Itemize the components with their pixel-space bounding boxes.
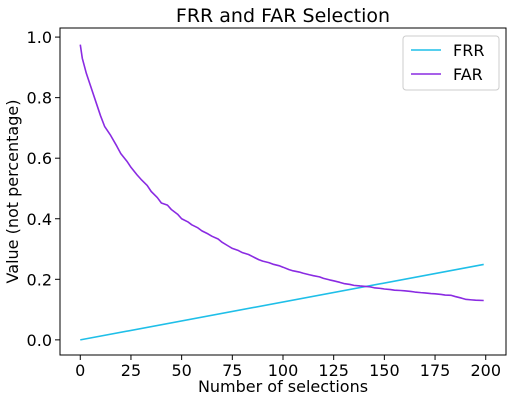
x-axis: 0 25 50 75 100 125 150 175 200 <box>75 355 501 380</box>
x-tick-label: 150 <box>369 361 400 380</box>
x-tick-label: 50 <box>171 361 191 380</box>
y-tick-label: 0.6 <box>27 149 52 168</box>
series-line-far <box>79 44 484 302</box>
x-tick-label: 200 <box>470 361 501 380</box>
x-tick-label: 125 <box>318 361 349 380</box>
legend-box <box>402 35 500 91</box>
x-tick-label: 175 <box>420 361 451 380</box>
legend: FRR FAR <box>402 35 500 91</box>
legend-label-far: FAR <box>453 65 483 84</box>
y-axis-label: Value (not percentage) <box>3 100 22 284</box>
y-tick-label: 0.0 <box>27 331 52 350</box>
y-tick-label: 0.8 <box>27 89 52 108</box>
legend-label-frr: FRR <box>453 41 484 60</box>
x-tick-label: 25 <box>121 361 141 380</box>
series-line-frr <box>80 263 484 341</box>
y-tick-label: 0.4 <box>27 210 52 229</box>
chart-title: FRR and FAR Selection <box>176 5 390 27</box>
y-tick-label: 0.2 <box>27 270 52 289</box>
series-layer <box>79 44 484 341</box>
x-tick-label: 0 <box>75 361 85 380</box>
x-tick-label: 75 <box>222 361 242 380</box>
x-tick-label: 100 <box>268 361 299 380</box>
x-axis-label: Number of selections <box>198 377 368 396</box>
y-tick-label: 1.0 <box>27 28 52 47</box>
y-axis: 0.0 0.2 0.4 0.6 0.8 1.0 <box>27 28 60 350</box>
